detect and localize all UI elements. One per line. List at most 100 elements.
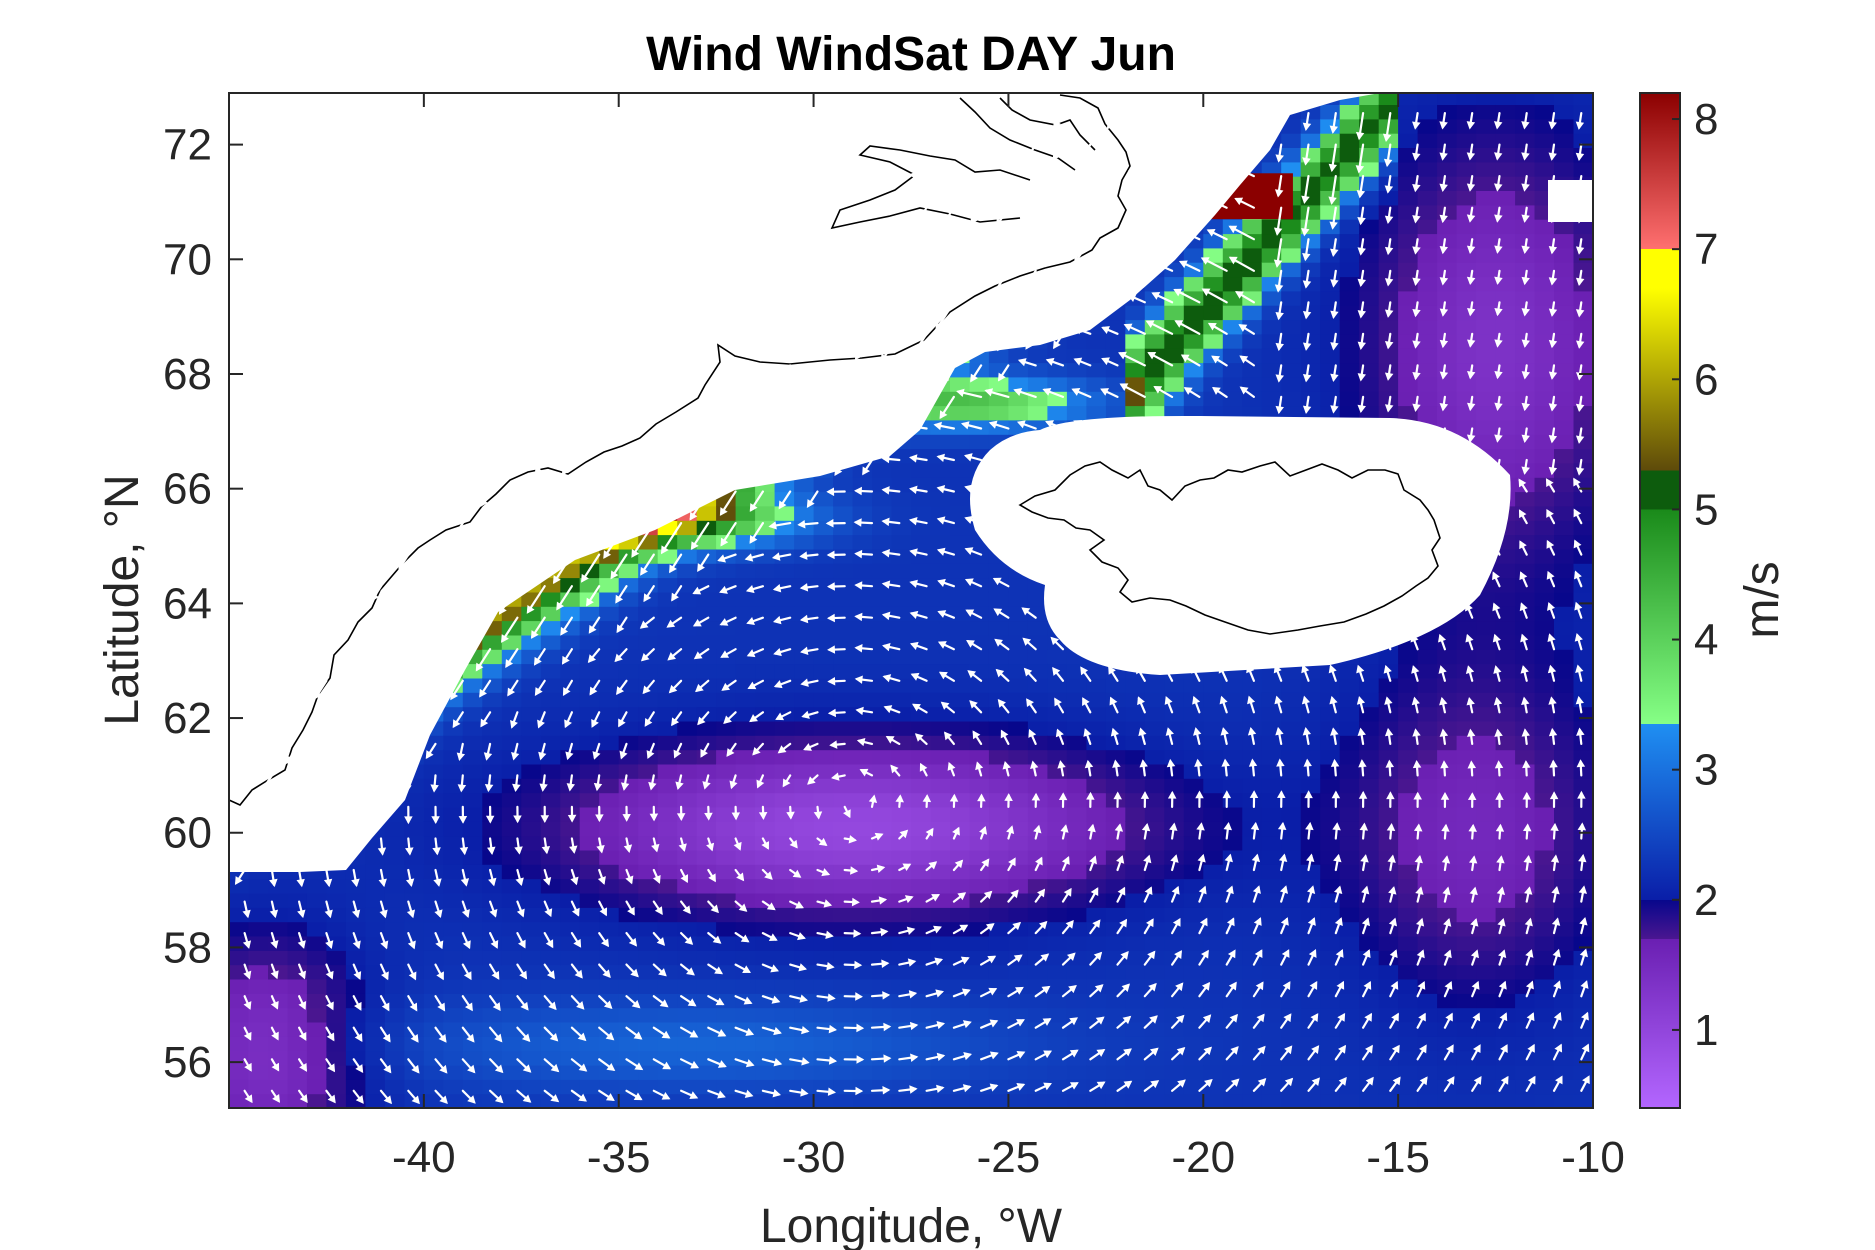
wind-vector-head bbox=[289, 813, 297, 823]
wind-vector-head bbox=[1043, 1050, 1053, 1059]
wind-vector-head bbox=[895, 794, 904, 803]
wind-vector bbox=[660, 490, 683, 524]
wind-vector-head bbox=[1180, 354, 1190, 363]
wind-vector-head bbox=[534, 466, 543, 476]
wind-vector-head bbox=[1207, 322, 1217, 331]
wind-vector-head bbox=[1301, 695, 1311, 705]
wind-vector-head bbox=[260, 721, 269, 731]
x-tick-label: -40 bbox=[392, 1133, 456, 1182]
wind-vector-head bbox=[587, 654, 597, 663]
wind-vector-head bbox=[431, 816, 440, 824]
wind-vector-head bbox=[449, 495, 459, 504]
wind-vector-head bbox=[792, 869, 802, 878]
wind-vector-head bbox=[588, 467, 597, 477]
x-tick-label: -30 bbox=[782, 1133, 846, 1182]
wind-vector-head bbox=[314, 690, 323, 700]
wind-vector-head bbox=[1280, 917, 1289, 926]
wind-vector-head bbox=[859, 313, 868, 323]
wind-vector-head bbox=[937, 641, 947, 649]
wind-vector-head bbox=[297, 940, 306, 949]
wind-vector-head bbox=[1389, 949, 1398, 959]
wind-vector-head bbox=[1155, 105, 1165, 114]
wind-vector-head bbox=[1206, 228, 1216, 237]
wind-vector-head bbox=[1151, 291, 1161, 300]
wind-vector-head bbox=[764, 871, 773, 880]
wind-vector-head bbox=[1439, 308, 1449, 317]
wind-vector-head bbox=[1182, 230, 1192, 239]
wind-vector-head bbox=[662, 1061, 672, 1070]
wind-vector-head bbox=[583, 397, 592, 405]
wind-vector-head bbox=[1491, 540, 1500, 550]
wind-vector-head bbox=[1128, 200, 1137, 209]
wind-vector-head bbox=[1127, 106, 1137, 115]
wind-vector-head bbox=[1415, 917, 1425, 927]
wind-vector-head bbox=[1336, 980, 1345, 990]
wind-vector-head bbox=[936, 547, 946, 556]
wind-vector-head bbox=[1040, 953, 1050, 962]
wind-vector-head bbox=[1101, 419, 1111, 428]
wind-vector-head bbox=[549, 1033, 559, 1042]
wind-vector-head bbox=[961, 988, 971, 997]
wind-vector-head bbox=[1578, 885, 1588, 894]
wind-vector-head bbox=[1234, 197, 1244, 206]
wind-vector-head bbox=[642, 436, 651, 446]
wind-vector-head bbox=[1023, 667, 1033, 677]
wind-vector-head bbox=[1494, 370, 1503, 380]
wind-vector-head bbox=[1494, 466, 1503, 475]
wind-vector-head bbox=[1330, 758, 1340, 767]
wind-vector-head bbox=[578, 1063, 588, 1072]
wind-vector-head bbox=[390, 668, 399, 678]
wind-vector-head bbox=[1494, 214, 1503, 223]
wind-vector-head bbox=[459, 847, 469, 856]
wind-vector-head bbox=[1498, 949, 1507, 959]
wind-vector-head bbox=[628, 937, 638, 947]
wind-vector-head bbox=[995, 668, 1005, 678]
wind-vector-head bbox=[690, 1060, 700, 1069]
wind-vector-head bbox=[934, 957, 944, 966]
wind-vector-head bbox=[1365, 1076, 1374, 1086]
wind-vector-head bbox=[644, 717, 653, 727]
wind-vector-head bbox=[991, 515, 1001, 524]
wind-vector-head bbox=[381, 1002, 390, 1012]
wind-vector-head bbox=[1019, 452, 1028, 461]
wind-vector-head bbox=[1282, 981, 1291, 991]
x-tick-label: -35 bbox=[587, 1133, 651, 1182]
y-tick-label: 70 bbox=[163, 235, 212, 284]
colorbar-ticks: 1 2 3 4 5 6 7 8 bbox=[1672, 95, 1718, 1055]
wind-vector-head bbox=[818, 837, 828, 846]
wind-vector-head bbox=[747, 681, 757, 690]
wind-vector-head bbox=[351, 878, 360, 888]
wind-vector-head bbox=[1582, 1075, 1590, 1085]
wind-vector-head bbox=[714, 966, 724, 975]
wind-vector-head bbox=[1329, 125, 1338, 134]
wind-vector-head bbox=[719, 585, 728, 594]
wind-vector-head bbox=[437, 1002, 446, 1012]
wind-vector-head bbox=[465, 1002, 473, 1012]
iceland-coastline bbox=[1018, 461, 1441, 635]
wind-vector-head bbox=[975, 761, 984, 771]
wind-vector-head bbox=[1338, 1044, 1347, 1054]
wind-vector bbox=[577, 521, 601, 556]
wind-vector-head bbox=[1391, 1044, 1400, 1054]
wind-vector-head bbox=[747, 475, 755, 485]
wind-vector-head bbox=[1237, 105, 1247, 114]
wind-vector-head bbox=[939, 410, 948, 420]
wind-vector-head bbox=[1147, 351, 1157, 360]
wind-vector-head bbox=[597, 876, 606, 885]
wind-vector-head bbox=[988, 987, 998, 996]
wind-vector-head bbox=[1330, 405, 1339, 414]
wind-vector-head bbox=[1182, 105, 1192, 114]
wind-vector-head bbox=[761, 841, 770, 850]
wind-vector bbox=[631, 521, 655, 558]
wind-vector-head bbox=[545, 939, 554, 949]
wind-vector-head bbox=[1522, 760, 1531, 769]
wind-vector-head bbox=[954, 859, 964, 869]
wind-vector-head bbox=[1466, 696, 1475, 706]
wind-vector-head bbox=[1008, 857, 1016, 867]
wind-vector-head bbox=[405, 878, 415, 887]
wind-vector-head bbox=[749, 503, 758, 512]
wind-vector-head bbox=[370, 560, 379, 570]
wind-vector-head bbox=[368, 659, 377, 669]
colorbar-tick-label: 5 bbox=[1694, 485, 1718, 534]
wind-vector-head bbox=[1495, 823, 1505, 832]
